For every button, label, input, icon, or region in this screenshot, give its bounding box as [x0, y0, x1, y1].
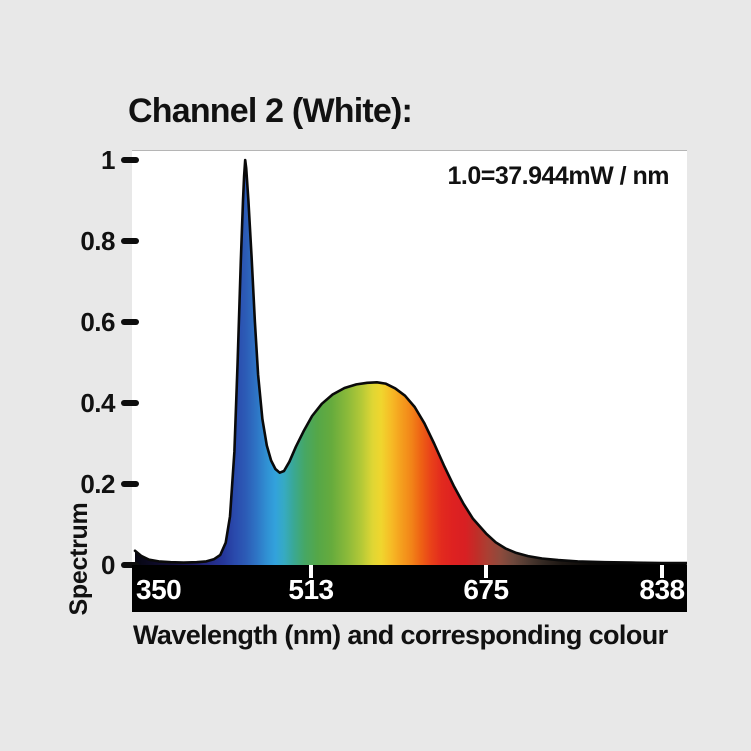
y-tick-mark: [121, 400, 139, 406]
y-axis: 1 0.8 0.6 0.4 0.2 0: [0, 0, 150, 751]
x-tick-label: 513: [288, 574, 334, 605]
x-tick-mark: [309, 565, 314, 578]
y-tick-label: 0.4: [80, 388, 115, 418]
x-tick-mark: [483, 565, 488, 578]
scale-annotation: 1.0=37.944mW / nm: [447, 162, 670, 190]
y-tick-label: 0.8: [80, 226, 115, 256]
y-tick-mark: [121, 481, 139, 487]
chart-title: Channel 2 (White):: [128, 92, 413, 130]
y-tick-mark: [121, 238, 139, 244]
spectrum-area-fill: [135, 160, 687, 565]
x-axis-bar: 350 513 675 838: [132, 565, 687, 612]
y-tick-label: 1: [101, 145, 115, 175]
y-tick-mark: [121, 319, 139, 325]
y-tick-mark: [121, 157, 139, 163]
y-axis-title: Spectrum: [65, 502, 93, 616]
x-tick-mark: [660, 565, 664, 578]
y-tick-mark: [121, 562, 139, 568]
y-tick-label: 0.6: [80, 307, 115, 337]
spectrum-curve-chart: [133, 158, 687, 565]
plot-area: 1.0=37.944mW / nm: [132, 151, 687, 565]
x-tick-label: 838: [639, 574, 685, 605]
spectrum-curve-line: [133, 158, 687, 565]
x-tick-label: 350: [136, 574, 182, 605]
x-tick-label: 675: [463, 574, 509, 605]
y-tick-label: 0.2: [80, 469, 115, 499]
y-tick-label: 0: [101, 550, 115, 580]
x-axis-title: Wavelength (nm) and corresponding colour: [133, 620, 668, 650]
